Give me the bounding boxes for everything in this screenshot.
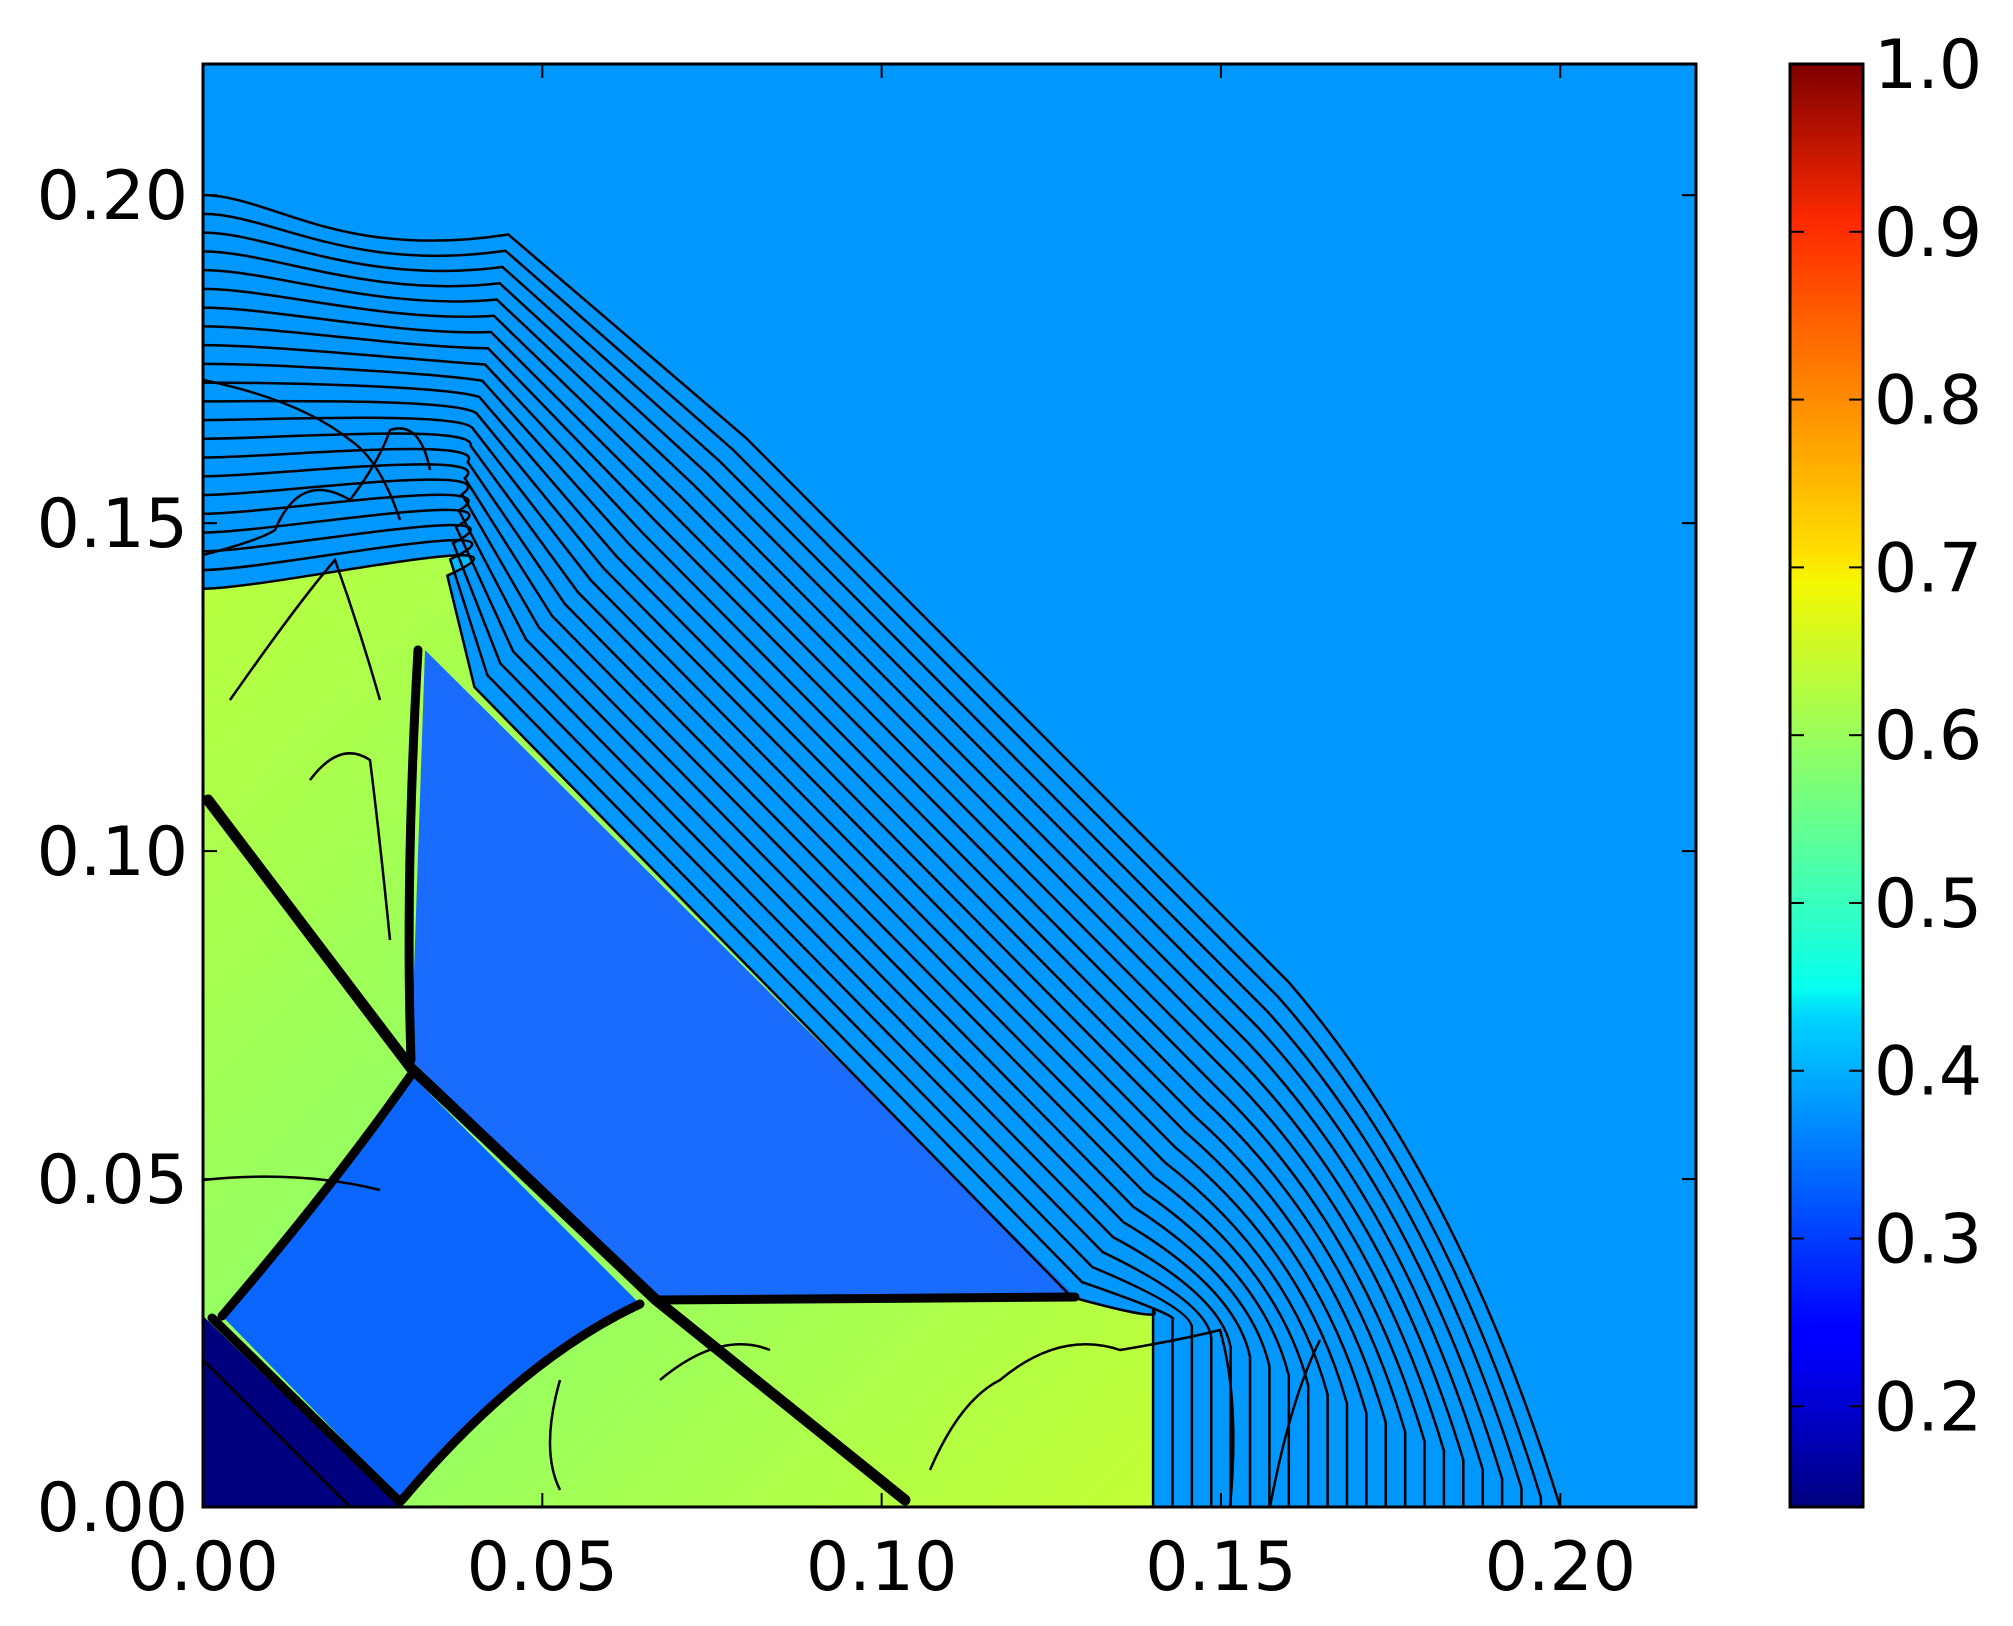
contour-line [203,193,1562,1507]
contour-line [203,399,1349,1507]
x-tick-label: 0.05 [467,1528,618,1607]
shock-line-vertical [404,645,423,1065]
contour-line [203,508,1213,1507]
y-tick-label: 0.10 [37,813,188,892]
contour-line [203,287,1465,1507]
contour-line [203,478,1252,1507]
fan-band [203,64,1696,1507]
contour-line [203,493,1232,1507]
y-tick-label: 0.15 [37,485,188,564]
contour-line [203,231,1523,1507]
shock-line-corner [207,1313,405,1507]
axis-ticks [203,64,1696,1507]
shock-line-diamond-upper [217,1070,416,1321]
x-axis-tick-labels: 0.00 0.05 0.10 0.15 0.20 [127,1528,1636,1607]
diamond-region [222,1075,640,1500]
contour-line [203,554,1156,1507]
plot-area [203,64,1696,1507]
central-triangle-region [411,650,1075,1300]
contour-line [203,325,1426,1507]
colorbar-tick-label: 0.3 [1874,1201,1982,1280]
colorbar-tick-label: 0.9 [1874,194,1982,273]
colorbar-tick-label: 0.5 [1874,865,1982,944]
x-tick-label: 0.00 [127,1528,278,1607]
x-tick-label: 0.10 [806,1528,957,1607]
colorbar: 0.2 0.3 0.4 0.5 0.6 0.7 0.8 0.9 1.0 [1788,26,1982,1509]
colorbar-tick-label: 0.2 [1874,1368,1982,1447]
colorbar-frame [1788,62,1865,1509]
contour-line [203,343,1407,1507]
x-tick-label: 0.15 [1145,1528,1296,1607]
plot-frame [201,62,1698,1509]
colorbar-tick-label: 0.7 [1874,529,1982,608]
colorbar-tick-label: 0.6 [1874,697,1982,776]
rarefaction-fan [203,64,1696,1507]
shock-lines [203,645,1080,1507]
contour-line [203,381,1368,1507]
contour-line [203,463,1271,1507]
shock-line-diagonal [203,794,911,1506]
contour-line [203,416,1329,1507]
y-axis-tick-labels: 0.00 0.05 0.10 0.15 0.20 [37,157,188,1548]
contour-line [203,306,1446,1507]
contour-line [203,538,1175,1507]
secondary-contours [203,378,1322,1507]
colorbar-tick-label: 0.4 [1874,1033,1982,1112]
contour-line [203,268,1484,1507]
contour-line [203,250,1504,1507]
contact-line-corner [203,1358,352,1507]
shock-line-diamond-lower [397,1299,645,1505]
contour-line [203,447,1291,1507]
contour-lines [203,193,1562,1507]
y-tick-label: 0.05 [37,1141,188,1220]
y-tick-label: 0.20 [37,157,188,236]
contour-line [203,362,1388,1507]
shock-line-horizontal [651,1292,1080,1305]
contour-line [203,212,1543,1507]
x-tick-label: 0.20 [1485,1528,1636,1607]
colorbar-gradient [1790,64,1863,1507]
colorbar-tick-label: 1.0 [1874,26,1982,105]
y-tick-label: 0.00 [37,1469,188,1548]
contour-line [203,432,1310,1507]
colorbar-tick-label: 0.8 [1874,362,1982,441]
